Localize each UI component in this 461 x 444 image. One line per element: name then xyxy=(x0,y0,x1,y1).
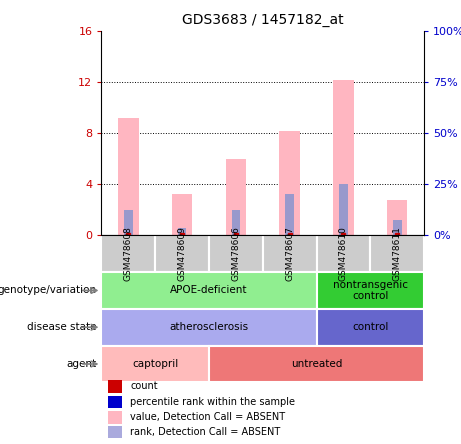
Bar xyxy=(339,184,348,235)
Bar xyxy=(101,309,317,345)
Text: GSM478609: GSM478609 xyxy=(177,226,187,281)
Bar xyxy=(333,79,354,235)
Text: percentile rank within the sample: percentile rank within the sample xyxy=(130,397,296,407)
Bar xyxy=(108,380,123,392)
Text: count: count xyxy=(130,381,158,391)
Text: GSM478607: GSM478607 xyxy=(285,226,294,281)
Bar xyxy=(317,235,370,272)
Text: atherosclerosis: atherosclerosis xyxy=(170,322,248,332)
Text: value, Detection Call = ABSENT: value, Detection Call = ABSENT xyxy=(130,412,285,422)
Text: disease state: disease state xyxy=(27,322,96,332)
Bar xyxy=(178,228,186,235)
Bar xyxy=(317,272,424,309)
Bar xyxy=(172,194,192,235)
Text: APOE-deficient: APOE-deficient xyxy=(170,285,248,295)
Bar xyxy=(155,235,209,272)
Bar xyxy=(209,235,263,272)
Text: genotype/variation: genotype/variation xyxy=(0,285,96,295)
Bar xyxy=(393,220,402,235)
Text: control: control xyxy=(352,322,389,332)
Text: GSM478606: GSM478606 xyxy=(231,226,240,281)
Text: GSM478610: GSM478610 xyxy=(339,226,348,281)
Bar xyxy=(226,159,246,235)
Bar xyxy=(101,235,155,272)
Text: GSM478608: GSM478608 xyxy=(124,226,133,281)
Text: untreated: untreated xyxy=(291,359,342,369)
Bar xyxy=(124,210,133,235)
Text: GSM478611: GSM478611 xyxy=(393,226,402,281)
Bar xyxy=(108,426,123,438)
Bar xyxy=(108,411,123,424)
Text: agent: agent xyxy=(66,359,96,369)
Bar xyxy=(101,345,209,382)
Bar xyxy=(118,118,138,235)
Bar xyxy=(263,235,317,272)
Bar xyxy=(209,345,424,382)
Text: rank, Detection Call = ABSENT: rank, Detection Call = ABSENT xyxy=(130,427,281,437)
Bar xyxy=(387,200,408,235)
Title: GDS3683 / 1457182_at: GDS3683 / 1457182_at xyxy=(182,13,343,27)
Bar xyxy=(108,396,123,408)
Bar xyxy=(317,309,424,345)
Bar xyxy=(370,235,424,272)
Bar xyxy=(285,194,294,235)
Text: captopril: captopril xyxy=(132,359,178,369)
Text: nontransgenic
control: nontransgenic control xyxy=(333,280,408,301)
Bar xyxy=(101,272,317,309)
Bar xyxy=(231,210,240,235)
Bar xyxy=(279,131,300,235)
